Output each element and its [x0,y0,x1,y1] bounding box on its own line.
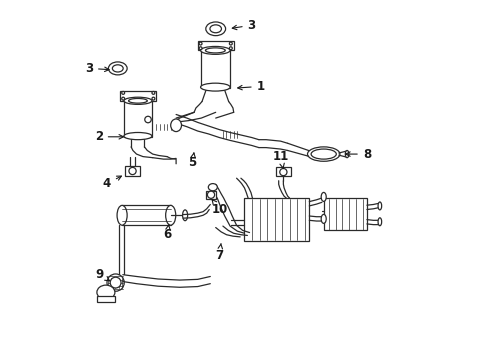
Circle shape [199,42,202,45]
Ellipse shape [107,274,124,291]
Ellipse shape [165,205,175,225]
Ellipse shape [112,65,123,72]
Polygon shape [244,198,309,241]
Circle shape [129,167,136,175]
Ellipse shape [170,119,181,132]
Ellipse shape [200,83,230,91]
Ellipse shape [205,22,225,36]
Ellipse shape [200,46,230,54]
Ellipse shape [182,210,187,221]
Ellipse shape [128,99,147,103]
Text: 3: 3 [232,19,255,32]
Ellipse shape [321,215,325,223]
Circle shape [199,47,202,50]
Ellipse shape [209,25,221,33]
Text: 5: 5 [188,153,196,169]
Ellipse shape [208,184,217,191]
Circle shape [279,168,286,176]
Text: 8: 8 [345,148,370,161]
Polygon shape [97,296,115,302]
Circle shape [229,42,232,45]
Ellipse shape [97,285,115,300]
Ellipse shape [205,48,225,53]
Polygon shape [323,198,366,230]
Text: 11: 11 [272,150,288,169]
Circle shape [152,97,155,100]
Ellipse shape [123,97,152,104]
Bar [122,205,170,225]
Text: 1: 1 [237,80,264,93]
Ellipse shape [307,147,339,161]
Text: 2: 2 [95,130,123,143]
Text: 10: 10 [211,200,228,216]
Ellipse shape [108,62,127,75]
Text: 6: 6 [163,225,171,241]
Polygon shape [120,91,156,101]
Ellipse shape [310,149,336,159]
Ellipse shape [123,132,152,140]
Text: 7: 7 [215,243,223,262]
Polygon shape [205,191,216,199]
Ellipse shape [377,202,381,210]
Circle shape [152,91,155,94]
Polygon shape [197,41,233,50]
Ellipse shape [110,277,121,288]
Circle shape [229,47,232,50]
Circle shape [122,91,124,94]
Circle shape [122,97,124,100]
Ellipse shape [377,218,381,226]
Bar [123,100,152,137]
Text: 4: 4 [102,176,121,190]
Circle shape [144,116,151,123]
Ellipse shape [345,150,348,158]
Ellipse shape [117,205,127,225]
Circle shape [207,191,214,198]
Ellipse shape [321,192,325,202]
Bar [200,49,230,88]
Polygon shape [276,167,290,176]
Text: 3: 3 [85,62,109,75]
Text: 9: 9 [96,268,109,281]
Polygon shape [125,166,140,176]
